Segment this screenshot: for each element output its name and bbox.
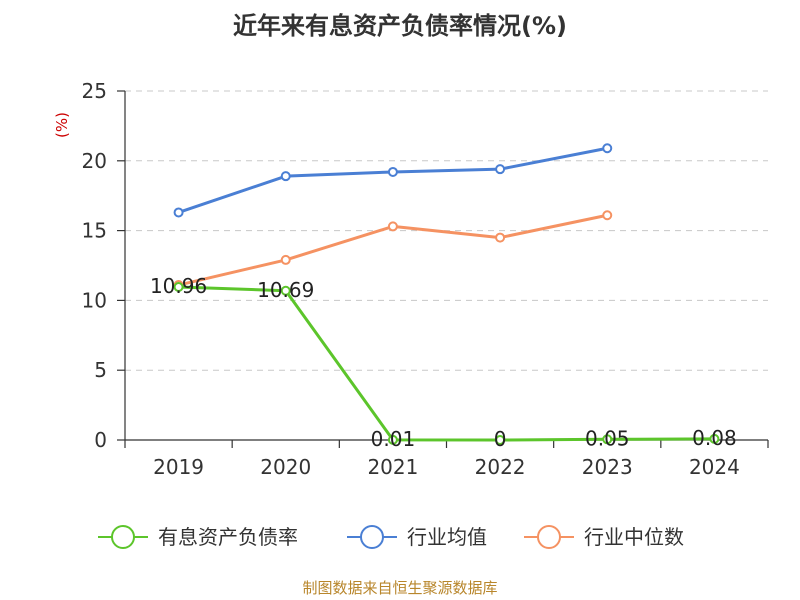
data-point <box>387 221 398 232</box>
x-tick-label: 2020 <box>260 455 311 479</box>
data-point <box>280 285 291 296</box>
data-point <box>387 166 398 177</box>
legend-marker <box>360 525 384 549</box>
source-note: 制图数据来自恒生聚源数据库 <box>302 579 497 597</box>
data-label: 10.69 <box>257 278 314 302</box>
x-tick-label: 2023 <box>582 455 633 479</box>
data-label: 0.08 <box>692 426 737 450</box>
x-tick-label: 2022 <box>475 455 526 479</box>
y-axis-unit: (%) <box>53 112 71 138</box>
legend-marker <box>537 525 561 549</box>
legend: 有息资产负债率 行业均值 行业中位数 <box>98 525 684 549</box>
series-line <box>178 146 608 214</box>
series-line <box>178 285 715 442</box>
legend-marker <box>111 525 135 549</box>
legend-label: 行业中位数 <box>584 525 684 549</box>
y-tick-label: 5 <box>94 358 107 382</box>
x-tick-label: 2021 <box>367 455 418 479</box>
y-tick-label: 10 <box>82 288 107 312</box>
data-point <box>709 433 720 444</box>
legend-label: 行业均值 <box>407 525 487 549</box>
data-point <box>495 164 506 175</box>
data-labels: 10.96 10.69 0.01 0 0.05 0.08 <box>150 274 737 451</box>
data-label: 0.05 <box>585 426 630 450</box>
y-tick-label: 0 <box>94 428 107 452</box>
data-point <box>387 434 398 445</box>
data-point <box>495 435 506 445</box>
data-point <box>602 434 613 445</box>
x-tick-label: 2024 <box>689 455 740 479</box>
data-label: 0.01 <box>371 427 416 451</box>
data-point <box>173 281 184 292</box>
data-label: 10.96 <box>150 274 207 298</box>
data-point <box>173 207 184 218</box>
y-tick-label: 25 <box>82 79 107 103</box>
data-point <box>280 171 291 182</box>
data-label: 0 <box>494 427 507 451</box>
y-tick-label: 15 <box>82 219 107 243</box>
y-tick-label: 20 <box>82 149 107 173</box>
data-point <box>280 254 291 265</box>
data-point <box>602 143 613 154</box>
data-point <box>495 232 506 243</box>
chart-title: 近年来有息资产负债率情况(%) <box>233 12 567 40</box>
legend-label: 有息资产负债率 <box>158 525 298 549</box>
x-tick-label: 2019 <box>153 455 204 479</box>
series-group <box>173 143 720 445</box>
data-point <box>602 210 613 221</box>
